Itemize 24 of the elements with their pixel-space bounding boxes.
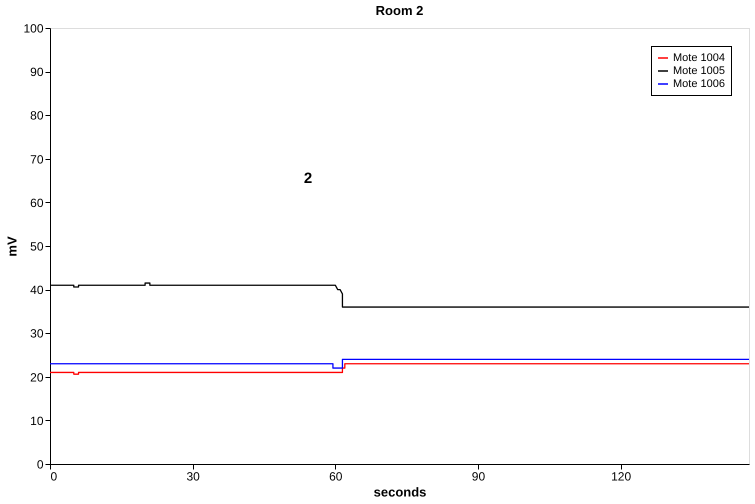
chart-title: Room 2	[376, 3, 424, 18]
x-axis-title: seconds	[374, 484, 426, 500]
y-tick-label: 100	[23, 22, 44, 36]
legend-label: Mote 1004	[673, 52, 725, 64]
y-tick-label: 10	[30, 414, 44, 428]
x-tick-label: 120	[611, 470, 632, 484]
y-tick-label: 90	[30, 65, 44, 80]
y-tick-label: 80	[30, 108, 44, 123]
y-axis-title: mV	[4, 236, 20, 257]
y-tick-label: 20	[30, 370, 44, 384]
y-tick-label: 40	[30, 283, 44, 298]
x-tick-label: 90	[472, 470, 486, 484]
y-tick-label: 30	[30, 326, 44, 341]
annotation: 2	[304, 170, 312, 187]
y-tick-label: 70	[30, 152, 44, 166]
legend-label: Mote 1006	[673, 78, 725, 90]
line-series	[49, 363, 750, 375]
x-tick-label: 0	[50, 470, 58, 484]
x-tick-label: 30	[186, 470, 200, 484]
legend-label: Mote 1005	[673, 65, 725, 77]
x-tick-label: 60	[329, 470, 343, 484]
y-tick-label: 50	[30, 240, 44, 254]
y-tick-label: 0	[36, 458, 44, 472]
y-tick-label: 60	[30, 196, 44, 210]
